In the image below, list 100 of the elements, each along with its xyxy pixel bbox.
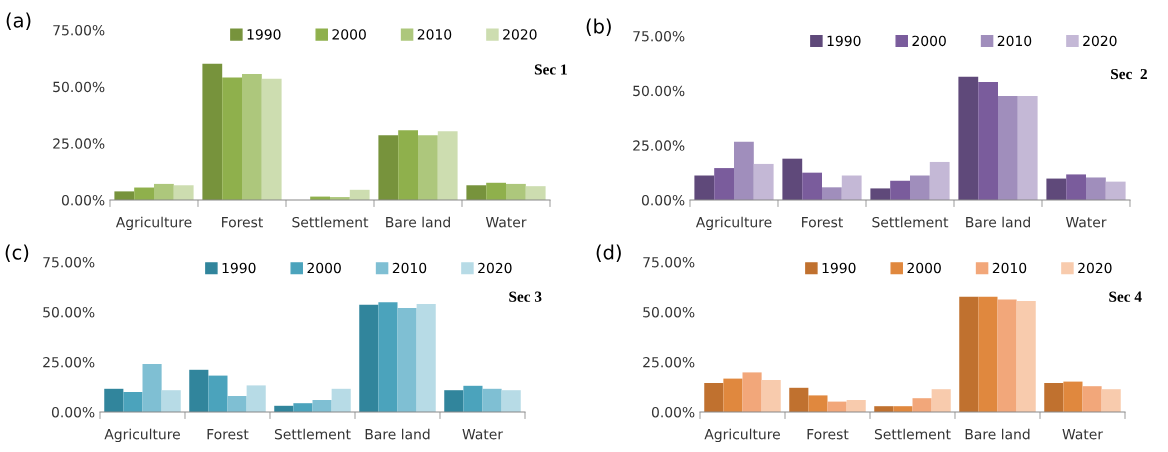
bar: [123, 392, 143, 412]
chart-title: (d): [596, 244, 621, 262]
bar: [501, 390, 521, 412]
bar: [227, 396, 247, 412]
legend-label: 2020: [1078, 262, 1112, 274]
bar: [359, 304, 379, 412]
y-tick-label: 0.00%: [51, 406, 95, 418]
bar: [723, 378, 743, 412]
y-tick-label: 25.00%: [633, 140, 685, 151]
bar: [761, 380, 781, 412]
bar: [114, 191, 135, 200]
annotation: Sec 2: [1111, 68, 1147, 80]
bar: [959, 296, 979, 412]
x-tick-label: Agriculture: [704, 428, 780, 443]
y-tick-label: 25.00%: [53, 138, 105, 149]
bar: [789, 387, 809, 412]
bar: [846, 400, 866, 412]
chart-title: (b): [586, 18, 611, 36]
x-tick-label: Agriculture: [115, 216, 192, 231]
bar: [242, 73, 262, 200]
y-tick-label: 75.00%: [53, 24, 105, 36]
x-tick-label: Settlement: [872, 216, 949, 228]
bar: [1016, 301, 1036, 412]
bar: [312, 400, 332, 412]
legend-label: 2000: [307, 262, 341, 274]
y-tick-label: 50.00%: [43, 306, 95, 318]
bar: [482, 388, 502, 412]
x-tick-label: Bare land: [386, 216, 450, 228]
bar: [506, 183, 526, 200]
bar: [161, 390, 181, 412]
bar: [444, 390, 464, 412]
x-tick-label: Water: [462, 429, 504, 440]
bar: [202, 63, 223, 200]
bar: [486, 182, 506, 200]
bar: [208, 375, 228, 412]
x-tick-label: Forest: [802, 217, 843, 228]
y-tick-label: 25.00%: [643, 356, 695, 368]
bar: [694, 175, 715, 200]
bar: [293, 403, 313, 412]
x-tick-label: Settlement: [292, 216, 369, 228]
y-tick-label: 0.00%: [651, 406, 695, 418]
bar: [998, 95, 1018, 200]
bar: [958, 76, 979, 200]
bar: [802, 172, 822, 200]
legend-label: 2020: [1083, 35, 1117, 47]
legend-label: 1990: [822, 262, 856, 274]
bar: [246, 385, 266, 412]
bar: [416, 304, 436, 412]
bar: [841, 175, 862, 200]
bar: [808, 395, 828, 412]
y-tick-label: 0.00%: [641, 194, 685, 206]
bar: [1082, 386, 1102, 412]
bar: [978, 296, 998, 412]
x-tick-label: Agriculture: [104, 428, 180, 443]
bar: [222, 77, 242, 200]
bar: [1063, 381, 1083, 412]
bar: [378, 302, 398, 412]
bar: [1101, 389, 1121, 412]
y-tick-label: 50.00%: [53, 81, 105, 93]
bar: [418, 135, 438, 200]
x-tick-label: Bare land: [365, 428, 430, 440]
x-tick-label: Water: [1062, 429, 1104, 440]
bar: [827, 401, 847, 412]
bar: [331, 388, 351, 412]
bar: [734, 141, 754, 200]
y-tick-label: 75.00%: [633, 30, 685, 42]
bar: [189, 369, 209, 412]
legend-label: 2020: [478, 262, 512, 274]
bar: [1086, 177, 1106, 200]
legend-label: 1990: [827, 35, 861, 47]
chart-title: (a): [6, 12, 31, 30]
bar: [525, 186, 546, 200]
bar: [142, 364, 162, 412]
x-tick-label: Settlement: [874, 428, 951, 440]
legend-label: 1990: [222, 262, 256, 274]
bar: [1046, 178, 1067, 200]
bar: [753, 163, 774, 200]
chart-title: (c): [5, 244, 29, 262]
y-tick-label: 25.00%: [43, 356, 95, 368]
bar: [1105, 181, 1126, 200]
bar: [1044, 383, 1064, 412]
bar: [397, 308, 417, 412]
legend-label: 2000: [912, 35, 946, 47]
x-tick-label: Water: [1065, 217, 1107, 228]
x-tick-label: Agriculture: [695, 216, 772, 231]
bar: [997, 299, 1017, 412]
y-tick-label: 50.00%: [633, 85, 685, 97]
bar: [173, 185, 194, 200]
x-tick-label: Forest: [222, 217, 263, 228]
bar: [870, 188, 891, 200]
bar: [466, 185, 487, 200]
bar: [154, 183, 174, 200]
annotation: Sec 3: [509, 291, 542, 302]
bar: [910, 175, 930, 200]
bar: [931, 389, 951, 412]
legend-label: 2000: [907, 262, 941, 274]
bar: [929, 161, 950, 200]
legend-label: 2010: [392, 262, 427, 274]
legend-label: 2010: [417, 29, 452, 40]
x-tick-label: Forest: [807, 429, 849, 440]
